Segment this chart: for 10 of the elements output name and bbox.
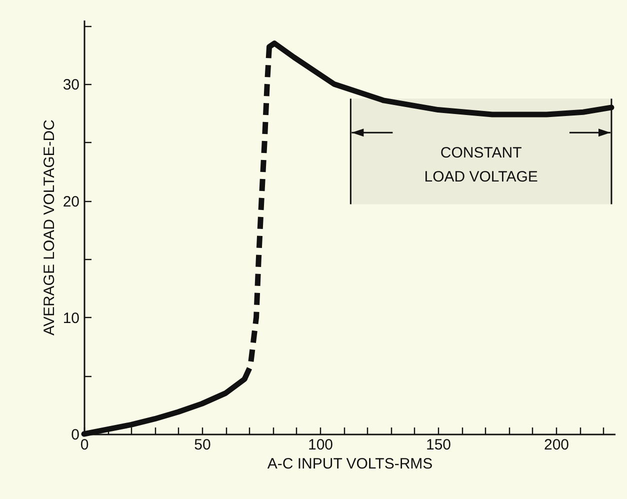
x-axis-title: A-C INPUT VOLTS-RMS (267, 456, 433, 472)
y-tick-label: 10 (62, 310, 80, 327)
y-axis-title: AVERAGE LOAD VOLTAGE-DC (40, 119, 58, 336)
x-tick-label: 100 (308, 436, 334, 454)
y-tick-label: 30 (62, 76, 80, 94)
y-tick-label: 20 (62, 193, 80, 210)
band-label: CONSTANT LOAD VOLTAGE (424, 144, 538, 186)
x-tick-label: 50 (194, 436, 211, 454)
x-tick-label: 150 (426, 436, 452, 454)
x-tick-label: 200 (544, 436, 570, 454)
